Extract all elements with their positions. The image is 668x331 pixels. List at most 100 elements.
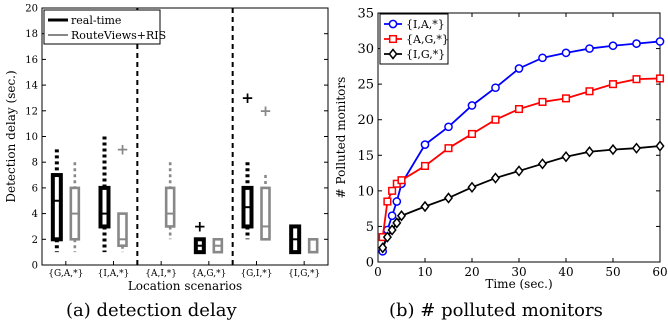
data-point [420,161,430,171]
legend-label: real-time [71,14,121,27]
data-point [537,158,548,170]
data-point [444,144,453,153]
legend-label: RouteViews+RIS [71,29,166,42]
series-0 [378,37,665,256]
legend-a: real-time RouteViews+RIS [43,9,166,45]
y-tick-label: 16 [25,55,38,66]
data-point [378,242,388,254]
x-tick-label: {I,G,*} [288,269,320,279]
y-tick-label: 4 [32,209,38,220]
data-point [655,140,665,152]
data-point [491,83,500,93]
data-point [382,231,392,243]
y-tick-label: 12 [25,106,38,117]
y-tick-label: 2 [32,235,38,246]
data-point [387,224,397,236]
data-point [632,75,641,84]
data-point [655,37,665,46]
box-1-3 [212,238,224,254]
outlier-marker: + [194,217,207,235]
data-point [444,122,453,132]
box-body [260,186,271,241]
series-line [381,77,661,238]
data-point [538,97,547,106]
legend-label: {I,A,*} [406,18,445,31]
data-point [396,210,407,222]
y-tick-label: 30 [357,42,374,57]
box-0-1 [98,136,111,253]
data-point [388,34,398,44]
outlier-marker: + [259,102,272,120]
caption-a: (a) detection delay [66,300,237,321]
data-point [608,41,618,51]
box-1-5 [307,238,319,254]
data-point [585,44,594,53]
data-point [608,80,618,89]
box-body [98,185,111,229]
y-tick-label: 8 [32,158,38,169]
x-tick-label: {A,G,*} [191,269,226,279]
box-0-4: + [241,89,254,240]
y-tick-label: 10 [357,184,374,199]
x-tick-label: 50 [605,265,620,279]
x-tick-label: 10 [417,265,432,279]
data-point [443,192,454,204]
y-tick-label: 5 [366,220,374,235]
series-line [381,145,661,249]
legend-label: {A,G,*} [406,33,449,46]
data-point [585,87,594,96]
x-tick-label: 20 [464,265,479,279]
y-tick-label: 18 [25,29,38,40]
legend-box [43,9,161,45]
data-point [388,48,398,60]
data-point [467,181,477,194]
data-point [388,186,397,195]
data-point [383,197,392,206]
x-axis-label: Time (sec.) [485,277,552,291]
legend-b: {I,A,*} {A,G,*} {I,G,*} [379,13,449,65]
y-tick-label: 6 [32,183,38,194]
data-point [491,115,500,124]
series-1 [378,74,665,242]
series-line [381,40,661,252]
x-tick-label: {I,A,*} [98,269,130,279]
box-1-2 [164,162,176,240]
data-point [420,140,430,149]
y-tick-label: 10 [25,132,38,143]
data-point [514,64,524,73]
data-point [387,211,397,221]
caption-b: (b) # polluted monitors [389,300,603,321]
data-point [397,176,406,185]
data-point [561,48,571,58]
outlier-marker: + [116,140,129,158]
polluted-monitors-chart: 0 5 10 15 20 25 30 35 0 10 20 30 40 50 60 # Polluted mo… [334,7,668,292]
data-point [514,165,524,177]
x-tick-label: 0 [374,265,382,279]
x-tick-label: 60 [652,265,667,279]
legend-label: {I,G,*} [406,48,445,61]
data-point [490,172,501,184]
data-point [655,74,665,83]
box-1-4: + [259,102,272,241]
y-axis-label: # Polluted monitors [334,77,348,199]
box-1-0 [69,162,81,253]
data-point [608,143,618,156]
data-point [467,129,477,138]
y-tick-label: 14 [25,81,38,92]
x-tick-label: 40 [558,265,573,279]
x-tick-label: {G,I,*} [240,269,272,279]
data-point [561,94,571,103]
y-tick-label: 25 [357,78,374,93]
box-body [117,212,128,248]
data-point [538,53,547,63]
box-0-3: + [194,217,207,255]
series-2 [378,140,665,254]
data-point [420,200,430,213]
plot-frame [41,7,329,266]
box-body [50,173,63,242]
box-0-5 [289,224,302,255]
data-point [561,151,571,163]
box-1-1: + [116,140,129,253]
data-point [584,146,595,158]
